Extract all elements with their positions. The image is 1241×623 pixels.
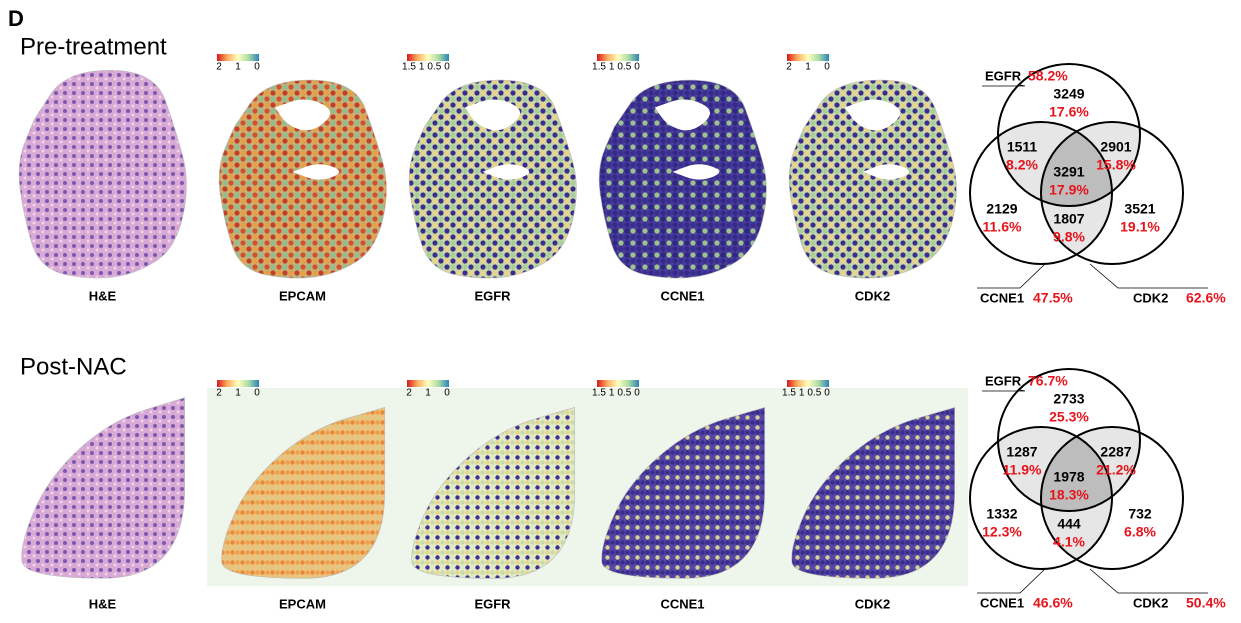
image-label: EGFR	[474, 596, 511, 611]
region-count: 3521	[1124, 201, 1155, 217]
region-count: 444	[1057, 516, 1081, 532]
image-label: CCNE1	[660, 288, 704, 303]
colorbar-tick: 1.5	[592, 62, 606, 73]
colorbar-tick: 0.5	[427, 62, 441, 73]
region-count: 3249	[1053, 86, 1084, 102]
colorbar-tick: 1	[425, 388, 431, 399]
colorbar-tick: 0	[254, 62, 260, 73]
region-count: 1511	[1007, 139, 1038, 155]
image-label: H&E	[89, 596, 117, 611]
set-percent: 50.4%	[1186, 595, 1226, 611]
region-percent: 6.8%	[1124, 524, 1156, 540]
region-percent: 17.6%	[1049, 104, 1089, 120]
colorbar-tick: 2	[216, 62, 222, 73]
colorbar-tick: 1.5	[592, 388, 606, 399]
colorbar-tick: 0	[444, 388, 450, 399]
colorbar-tick: 1	[235, 62, 241, 73]
region-count: 2129	[986, 201, 1017, 217]
region-percent: 15.8%	[1096, 157, 1136, 173]
set-percent: 76.7%	[1028, 373, 1068, 389]
tissue-image	[22, 398, 185, 579]
region-count: 2287	[1100, 444, 1131, 460]
colorbar-tick: 1	[235, 388, 241, 399]
set-name: CCNE1	[980, 290, 1024, 305]
set-name: CCNE1	[980, 595, 1024, 610]
colorbar	[787, 54, 829, 61]
leader-line	[977, 569, 1045, 593]
colorbar-tick: 0	[824, 62, 830, 73]
region-percent: 21.2%	[1096, 462, 1136, 478]
set-percent: 47.5%	[1033, 290, 1073, 306]
region-count: 1807	[1053, 211, 1084, 227]
region-percent: 4.1%	[1053, 534, 1085, 550]
colorbar-tick: 2	[216, 388, 222, 399]
panel-label: D	[8, 6, 24, 31]
region-count: 1978	[1053, 469, 1084, 485]
region-percent: 9.8%	[1053, 229, 1085, 245]
figure: D Pre-treatmentH&EEPCAM210EGFR1.510.50CC…	[0, 0, 1241, 618]
colorbar-tick: 0	[824, 388, 830, 399]
colorbar-tick: 1	[799, 388, 805, 399]
set-percent: 58.2%	[1028, 68, 1068, 84]
colorbar	[597, 380, 639, 387]
set-name: CDK2	[1133, 290, 1168, 305]
colorbar-tick: 0.5	[617, 388, 631, 399]
image-label: CDK2	[855, 288, 890, 303]
set-percent: 46.6%	[1033, 595, 1073, 611]
region-percent: 18.3%	[1049, 487, 1089, 503]
region-percent: 19.1%	[1120, 219, 1160, 235]
region-percent: 11.6%	[983, 219, 1022, 235]
leader-line	[1090, 264, 1208, 288]
region-count: 3291	[1053, 164, 1084, 180]
image-label: EPCAM	[279, 596, 326, 611]
colorbar-tick: 0.5	[617, 62, 631, 73]
region-percent: 8.2%	[1006, 157, 1038, 173]
colorbar	[597, 54, 639, 61]
colorbar	[407, 380, 449, 387]
colorbar-tick: 0	[254, 388, 260, 399]
image-label: CCNE1	[660, 596, 704, 611]
image-label: EGFR	[474, 288, 511, 303]
image-label: CDK2	[855, 596, 890, 611]
colorbar-tick: 0	[634, 62, 640, 73]
image-label: H&E	[89, 288, 117, 303]
image-label: EPCAM	[279, 288, 326, 303]
colorbar-tick: 2	[406, 388, 412, 399]
region-count: 732	[1128, 506, 1152, 522]
colorbar-tick: 2	[786, 62, 792, 73]
colorbar-tick: 0	[444, 62, 450, 73]
set-name: EGFR	[985, 68, 1022, 83]
set-percent: 62.6%	[1186, 290, 1226, 306]
colorbar	[407, 54, 449, 61]
region-percent: 12.3%	[982, 524, 1022, 540]
region-count: 1287	[1006, 444, 1037, 460]
tissue-image	[19, 70, 186, 278]
region-percent: 25.3%	[1049, 409, 1089, 425]
row-title: Post-NAC	[20, 353, 127, 380]
colorbar-tick: 1	[805, 62, 811, 73]
region-percent: 11.9%	[1003, 462, 1042, 478]
set-name: EGFR	[985, 373, 1022, 388]
colorbar-tick: 1.5	[782, 388, 796, 399]
row-title: Pre-treatment	[20, 33, 167, 60]
colorbar	[217, 54, 259, 61]
colorbar-tick: 1	[609, 388, 615, 399]
leader-line	[1090, 569, 1208, 593]
colorbar-tick: 1	[609, 62, 615, 73]
region-count: 1332	[986, 506, 1017, 522]
colorbar-tick: 0.5	[807, 388, 821, 399]
set-name: CDK2	[1133, 595, 1168, 610]
region-count: 2901	[1100, 139, 1131, 155]
colorbar	[787, 380, 829, 387]
colorbar-tick: 1.5	[402, 62, 416, 73]
colorbar	[217, 380, 259, 387]
region-percent: 17.9%	[1049, 182, 1089, 198]
colorbar-tick: 1	[419, 62, 425, 73]
region-count: 2733	[1053, 391, 1084, 407]
colorbar-tick: 0	[634, 388, 640, 399]
leader-line	[977, 264, 1045, 288]
